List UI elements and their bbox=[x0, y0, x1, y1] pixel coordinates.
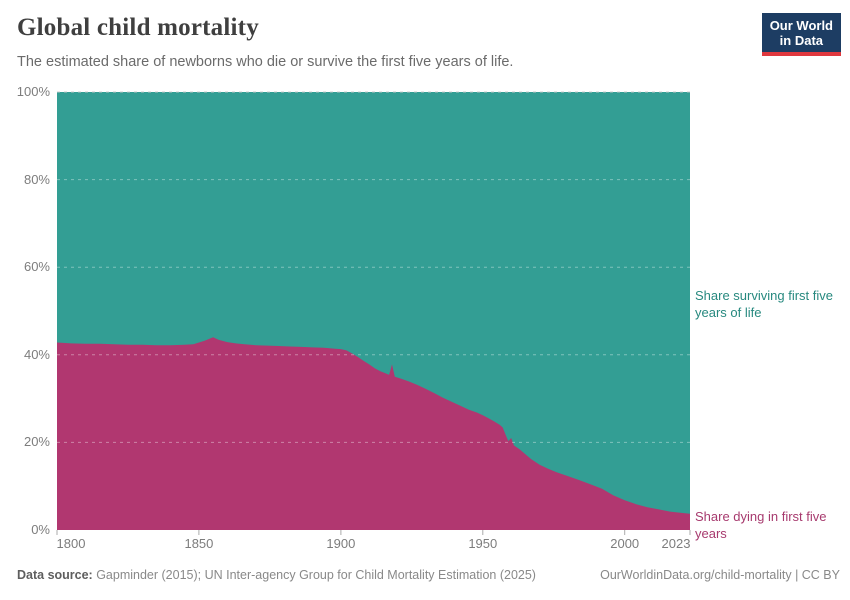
y-tick-label-0: 0% bbox=[31, 522, 50, 537]
y-tick-label-40: 40% bbox=[23, 346, 50, 362]
y-tick-label-100: 100% bbox=[16, 84, 50, 99]
data-source-label: Data source: bbox=[17, 568, 93, 582]
owid-logo-line1: Our World bbox=[769, 18, 833, 33]
x-tick-label-1900: 1900 bbox=[326, 536, 356, 551]
stacked-area-plot[interactable] bbox=[56, 91, 691, 536]
y-tick-label-20: 20% bbox=[23, 434, 50, 450]
annotation-surviving-label: Share surviving first five years of life bbox=[695, 288, 833, 320]
x-tick-label-2000: 2000 bbox=[610, 536, 640, 551]
y-tick-label-80: 80% bbox=[23, 171, 50, 187]
annotation-dying-label: Share dying in first five years bbox=[695, 509, 827, 541]
x-tick-label-1850: 1850 bbox=[184, 536, 214, 551]
area-dying[interactable] bbox=[57, 337, 690, 530]
page-title: Global child mortality bbox=[17, 14, 259, 41]
data-source-note: Data source: Gapminder (2015); UN Inter-… bbox=[17, 568, 536, 582]
owid-url-license[interactable]: OurWorldinData.org/child-mortality | CC … bbox=[600, 568, 840, 582]
data-source-text: Gapminder (2015); UN Inter-agency Group … bbox=[92, 568, 536, 582]
owid-logo-line2: in Data bbox=[779, 33, 824, 48]
y-tick-label-60: 60% bbox=[23, 259, 50, 275]
chart-subtitle: The estimated share of newborns who die … bbox=[17, 54, 514, 70]
x-tick-label-1800: 1800 bbox=[56, 536, 86, 551]
x-tick-label-1950: 1950 bbox=[468, 536, 498, 551]
x-tick-label-2023: 2023 bbox=[661, 536, 691, 551]
owid-logo[interactable]: Our World in Data bbox=[761, 13, 841, 56]
